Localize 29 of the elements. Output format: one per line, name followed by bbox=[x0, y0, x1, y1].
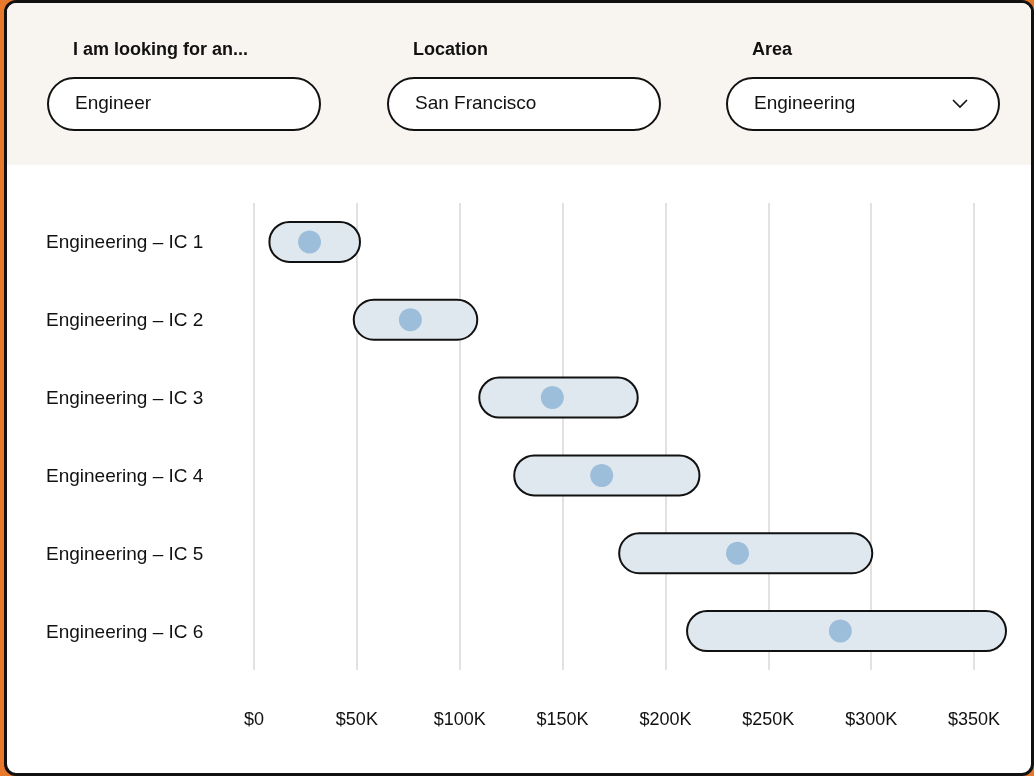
text: Location bbox=[413, 39, 488, 60]
text: I am looking for an... bbox=[73, 39, 249, 60]
y-tick-label: Engineering – IC 3 bbox=[46, 387, 204, 409]
x-tick-label: $350K bbox=[948, 709, 1001, 729]
y-tick-label: Engineering – IC 6 bbox=[46, 620, 204, 642]
dropdown-field: Engineering bbox=[726, 77, 1000, 131]
y-tick-label: Engineering – IC 5 bbox=[46, 542, 204, 564]
y-tick-label: Engineering – IC 4 bbox=[46, 464, 204, 486]
text: Area bbox=[752, 39, 793, 60]
y-tick-label: Engineering – IC 1 bbox=[46, 231, 204, 253]
x-tick-label: $0 bbox=[243, 709, 265, 729]
bar bbox=[513, 454, 701, 497]
bar bbox=[478, 376, 639, 419]
bar bbox=[618, 532, 874, 575]
point bbox=[398, 308, 422, 332]
x-tick-label: $200K bbox=[639, 709, 692, 729]
input-field: Engineer bbox=[47, 77, 321, 131]
x-tick-label: $300K bbox=[845, 709, 898, 729]
point bbox=[726, 541, 749, 565]
bar bbox=[686, 610, 1007, 653]
x-tick-label: $100K bbox=[433, 709, 486, 729]
point bbox=[590, 463, 614, 487]
input-field: San Francisco bbox=[387, 77, 661, 131]
x-tick-label: $50K bbox=[335, 709, 378, 729]
point bbox=[540, 386, 564, 410]
x-tick-label: $250K bbox=[742, 709, 795, 729]
point bbox=[828, 619, 852, 643]
x-tick-label: $150K bbox=[536, 709, 589, 729]
y-tick-label: Engineering – IC 2 bbox=[46, 309, 204, 331]
